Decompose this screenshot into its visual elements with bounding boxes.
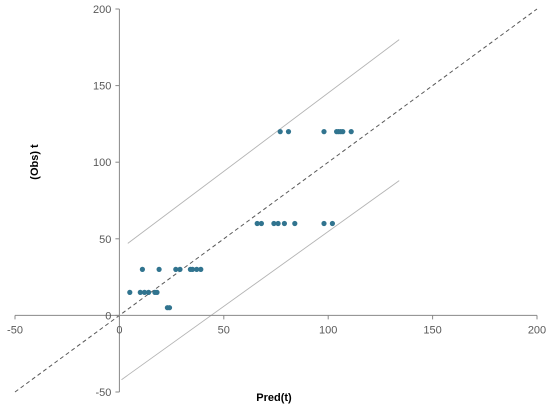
x-tick-label: -50: [7, 324, 23, 336]
y-tick-label: 0: [105, 310, 111, 322]
data-point: [321, 129, 327, 135]
data-point: [340, 129, 346, 135]
data-point: [154, 289, 160, 295]
identity-line: [14, 8, 538, 393]
data-point: [173, 266, 179, 272]
y-axis-title: (Obs) t: [29, 144, 41, 180]
data-point: [292, 220, 298, 227]
data-point: [271, 220, 277, 227]
data-point: [285, 129, 292, 135]
axes: [14, 8, 538, 393]
data-point: [127, 289, 133, 295]
data-point: [254, 220, 260, 227]
data-point: [198, 266, 204, 272]
x-tick-label: 100: [319, 324, 337, 336]
data-point: [329, 220, 335, 227]
data-point: [146, 289, 152, 295]
data-point: [275, 220, 281, 227]
data-point: [321, 220, 327, 227]
data-point: [177, 266, 183, 272]
y-tick-label: 100: [93, 157, 111, 169]
y-tick-label: -50: [95, 387, 111, 399]
data-point: [139, 266, 145, 272]
tick-labels: -50 0 50 100 150 200 -50 0 50 100 150 200: [7, 4, 546, 399]
upper-bound-line: [127, 39, 400, 244]
y-tick-label: 200: [93, 4, 111, 16]
y-tick-label: 50: [99, 234, 111, 246]
data-point: [156, 266, 162, 272]
data-point: [277, 129, 283, 135]
lower-bound-line: [121, 180, 400, 381]
data-points: [127, 129, 354, 311]
data-point: [281, 220, 287, 227]
y-tick-label: 150: [93, 81, 111, 93]
data-point: [189, 266, 196, 272]
data-point: [194, 266, 200, 272]
x-tick-label: 150: [423, 324, 441, 336]
data-point: [141, 289, 148, 295]
data-point: [166, 305, 173, 311]
x-tick-label: 200: [528, 324, 546, 336]
data-point: [348, 129, 354, 135]
data-point: [258, 220, 264, 227]
x-tick-label: 50: [218, 324, 230, 336]
data-point: [137, 289, 143, 295]
reference-lines: [14, 8, 538, 393]
x-axis-title: Pred(t): [256, 392, 292, 404]
x-tick-label: 0: [116, 324, 122, 336]
